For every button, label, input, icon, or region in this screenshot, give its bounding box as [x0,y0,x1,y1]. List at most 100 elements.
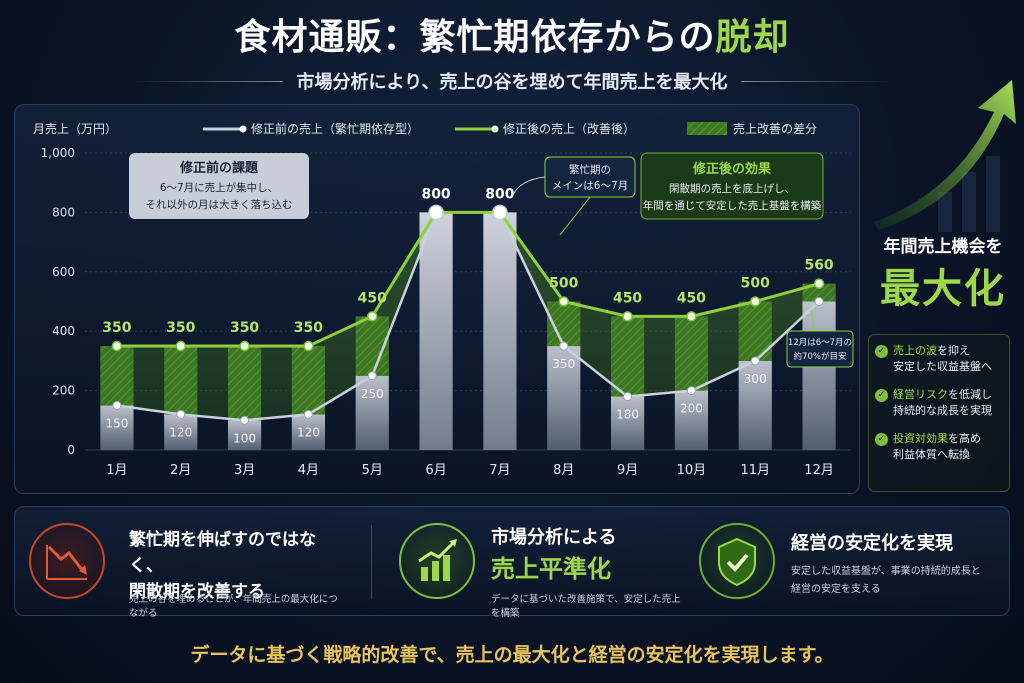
before-point [623,392,633,402]
x-tick-label: 10月 [677,463,707,478]
diff-bar [291,346,326,415]
after-point [813,278,825,289]
effect-line2: 年間を通じて安定した売上基盤を構築 [643,199,822,212]
subtitle-line-left [132,80,283,82]
legend-diff-label: 売上改善の差分 [733,121,817,136]
after-value-label: 450 [358,290,387,306]
after-point [622,311,633,322]
key-point-2-heading: 市場分析による [491,527,617,548]
after-line [116,210,820,348]
chart-panel: 0 200 400 600 800 1,000 350 350 350 350 450 800 800… [14,104,860,494]
before-point [686,386,696,396]
diff-bar [738,301,772,361]
legend-diff-swatch [687,122,727,135]
after-point [111,340,123,352]
y-tick-label: 200 [52,384,75,398]
before-issue-box: 修正前の課題 6〜7月に売上が集中し、 それ以外の月は大きく落ち込む [129,153,309,219]
key-point-card-3: 経営の安定化を実現 安定した収益基盤が、事業の持続的成長と 経営の安定を支える [685,507,1005,617]
before-bar [419,212,453,450]
title-accent: 脱却 [715,16,790,58]
after-value-label: 350 [166,320,195,336]
after-point [239,340,250,352]
diff-bar [100,346,134,406]
key-point-2-note: データに基づいた改善施策で、安定した売上を構築 [491,594,681,619]
card-divider [371,525,372,599]
before-point [814,297,824,306]
y-tick-label: 0 [67,443,75,457]
before-bar [164,414,198,450]
bar-growth-icon [399,523,475,599]
page-title: 食材通販：繁忙期依存からの脱却 [0,8,1024,60]
subtitle-line-right [741,80,892,82]
after-value-label: 800 [485,186,514,202]
key-point-1-heading: 繁忙期を伸ばすのではなく、 閑散期を改善する [129,527,345,605]
diff-area [116,212,820,421]
title-main: 食材通販：繁忙期依存からの [234,16,716,58]
before-point [559,341,569,351]
after-value-label: 350 [102,320,131,336]
before-bar [674,390,709,450]
before-value-label: 100 [233,431,256,445]
before-bar [483,212,517,450]
after-value-label: 560 [804,258,833,274]
before-value-label: 180 [616,408,639,422]
footer-message: データに基づく戦略的改善で、売上の最大化と経営の安定化を実現します。 [190,644,834,666]
before-issue-line1: 6〜7月に売上が集中し、 [160,181,278,194]
effect-line1: 閑散期の売上を底上げし、 [669,182,795,195]
after-value-label: 500 [549,276,578,292]
growth-arrow-icon [874,80,1016,232]
heading-line: 閑散期を改善する [129,582,265,602]
legend-after-label: 修正後の売上（改善後） [503,121,635,136]
benefit-text: 利益体質へ転換 [893,448,970,461]
y-axis-title: 月売上（万円） [33,121,117,136]
benefit-item: ✓ 売上の波を抑え 安定した収益基盤へ [875,343,1003,375]
before-bar [100,405,134,450]
legend-before-marker [239,125,247,133]
before-bar [738,360,772,450]
before-value-label: 150 [105,416,128,430]
x-tick-label: 12月 [804,463,834,478]
benefit-text: 安定した収益基盤へ [893,360,992,373]
before-bar [355,375,389,450]
before-value-label: 120 [297,425,320,439]
before-point [176,409,186,419]
bar-layer [100,212,836,450]
x-tick-label: 3月 [234,463,255,478]
after-value-label: 800 [421,186,450,202]
y-tick-label: 400 [52,324,75,338]
check-icon: ✓ [875,389,888,402]
key-point-1-note: 売上の谷を埋めることが、年間売上の最大化につながる [129,594,338,619]
opportunity-maximize: 最大化 [880,265,1006,312]
subtitle-row: 市場分析により、売上の谷を埋めて年間売上を最大化 [0,66,1024,96]
key-point-3-heading: 経営の安定化を実現 [791,533,953,554]
before-value-label: 300 [744,372,767,386]
benefit-highlight: 投資対効果 [893,432,948,445]
before-point [303,409,313,419]
before-bar [547,346,581,450]
page-subtitle: 市場分析により、売上の谷を埋めて年間売上を最大化 [296,72,728,93]
december-callout-line1: 12月は6〜7月の [788,338,852,348]
benefit-text: を低減し [948,388,992,401]
x-tick-label: 9月 [617,463,638,478]
benefit-text: を抑え [937,344,970,357]
x-tick-label: 6月 [425,463,446,478]
diff-bar [610,316,645,397]
before-point [240,415,250,425]
after-point [750,296,761,307]
note-line: 安定した収益基盤が、事業の持続的成長と [791,566,981,577]
before-point [367,371,377,381]
after-point [303,340,314,352]
after-value-label: 450 [677,290,706,306]
peak-callout: 繁忙期の メインは6〜7月 [512,156,636,236]
before-point [750,356,760,366]
key-point-2-heading-accent: 売上平準化 [491,554,611,583]
benefit-text: を高め [948,432,981,445]
december-callout-line2: 約70%が目安 [794,351,847,362]
line-layer [111,204,825,425]
check-icon: ✓ [875,345,888,358]
diff-bar [674,316,709,391]
after-point [367,311,378,322]
before-value-label: 250 [361,387,384,401]
december-callout: 12月は6〜7月の 約70%が目安 [786,309,854,368]
legend: 修正前の売上（繁忙期依存型） 修正後の売上（改善後） 売上改善の差分 [203,121,817,136]
